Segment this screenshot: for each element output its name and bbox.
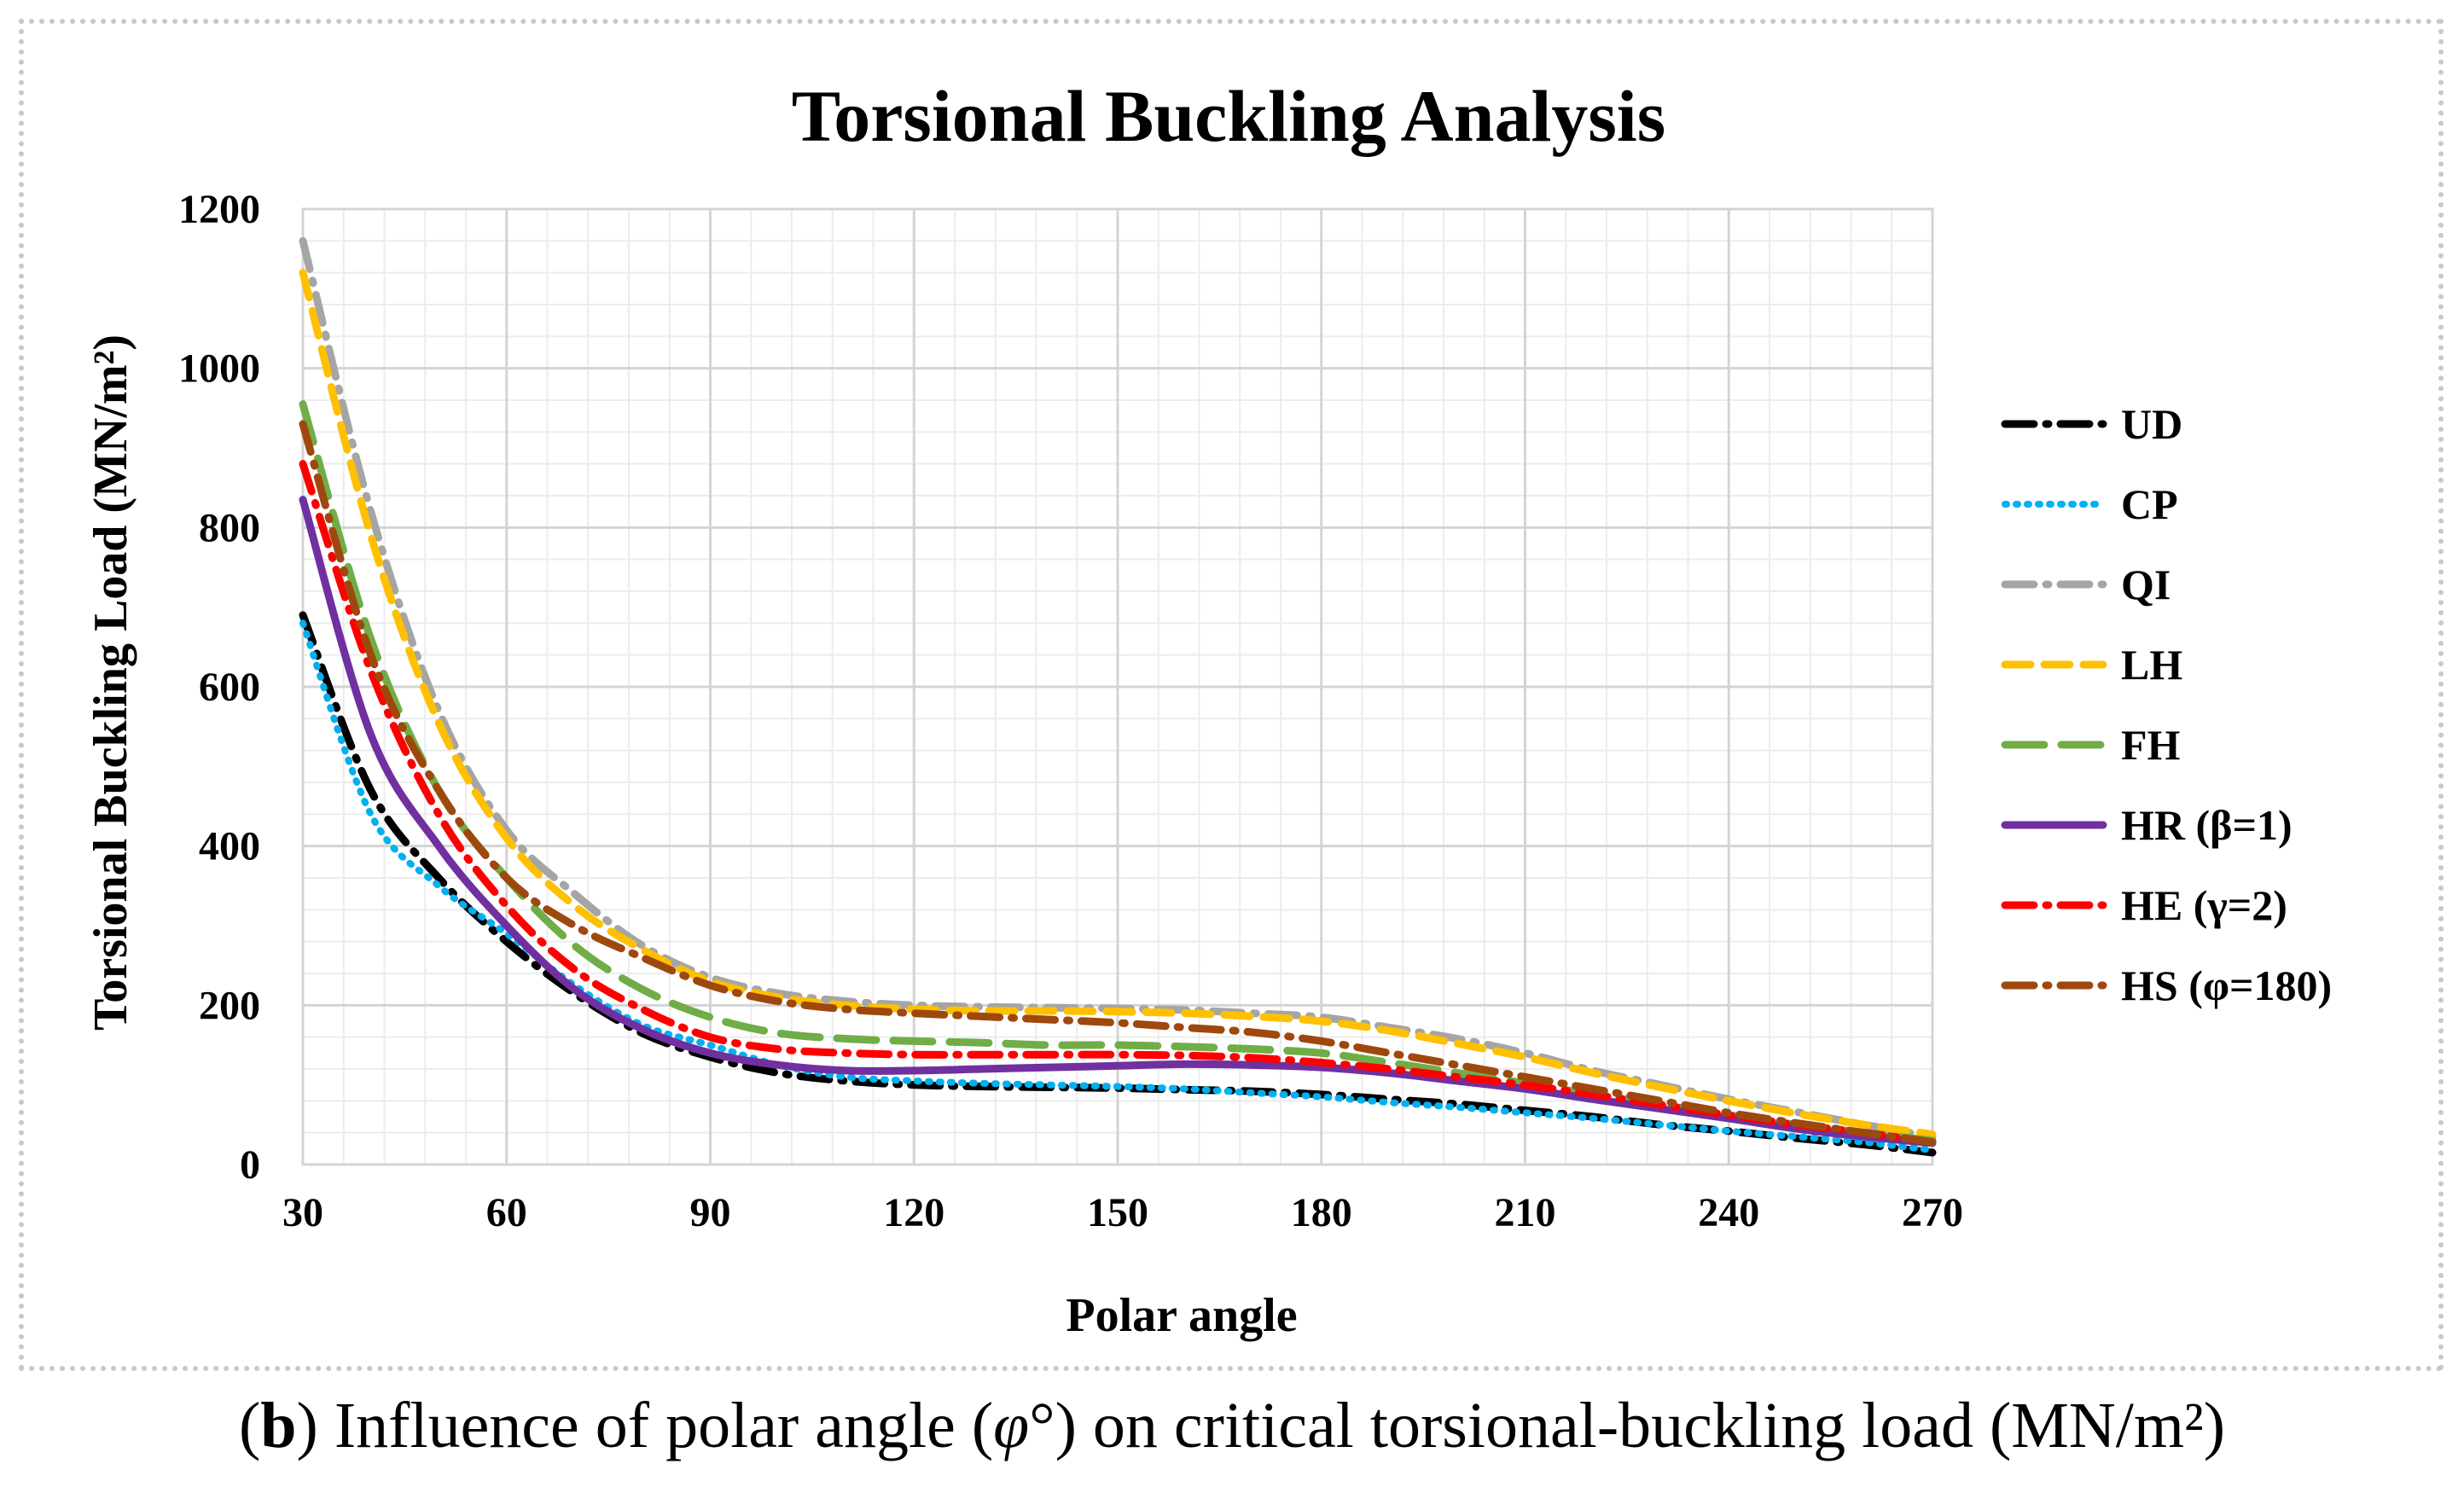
x-tick-label: 90: [690, 1190, 731, 1235]
y-axis-ticks: 0 200 400 600 800 1000 1200: [178, 187, 260, 1188]
x-tick-label: 180: [1291, 1190, 1352, 1235]
caption-close-paren: ): [296, 1390, 318, 1461]
legend-label-6: HR (β=1): [2121, 801, 2293, 849]
legend-label-8: HS (φ=180): [2121, 961, 2332, 1009]
series-line-8: [299, 420, 1937, 1147]
legend-label-7: HE (γ=2): [2121, 881, 2287, 929]
y-tick-label: 1200: [178, 187, 260, 232]
y-tick-label: 0: [240, 1142, 260, 1188]
legend-label-4: LH: [2121, 641, 2182, 688]
x-tick-label: 270: [1902, 1190, 1963, 1235]
x-tick-label: 60: [486, 1190, 527, 1235]
x-tick-label: 150: [1087, 1190, 1148, 1235]
caption-text-after: ) on critical torsional-buckling load (M…: [1055, 1390, 2226, 1461]
y-tick-label: 400: [199, 824, 260, 869]
caption-degree: °: [1029, 1390, 1055, 1461]
x-tick-label: 210: [1495, 1190, 1556, 1235]
figure-frame: [19, 19, 2444, 1371]
series-line-4: [299, 269, 1937, 1139]
caption-label: b: [260, 1390, 297, 1461]
y-axis-label: Torsional Buckling Load (MN/m²): [84, 334, 137, 1031]
series-lines: [299, 236, 1937, 1157]
legend-label-3: QI: [2121, 561, 2171, 608]
caption-text-before: Influence of polar angle (: [317, 1390, 994, 1461]
legend: UD CP QI LH FH HR (β=1) HE (γ=2) HS (φ=180): [2001, 400, 2332, 1009]
figure-caption: (b) Influence of polar angle (φ°) on cri…: [0, 1389, 2464, 1463]
x-axis-ticks: 30 60 90 120 150 180 210 240 270: [282, 1190, 1963, 1235]
y-tick-label: 200: [199, 983, 260, 1028]
chart-title: Torsional Buckling Analysis: [792, 75, 1665, 157]
series-line-6: [299, 496, 1937, 1147]
caption-symbol: φ: [993, 1390, 1030, 1461]
y-tick-label: 1000: [178, 346, 260, 392]
y-tick-label: 800: [199, 505, 260, 550]
x-axis-label: Polar angle: [1066, 1289, 1297, 1342]
x-tick-label: 120: [883, 1190, 944, 1235]
plot-border: [301, 207, 1934, 1166]
x-tick-label: 240: [1698, 1190, 1759, 1235]
x-tick-label: 30: [282, 1190, 323, 1235]
y-tick-label: 600: [199, 665, 260, 710]
legend-label-1: UD: [2121, 400, 2182, 448]
series-line-7: [299, 460, 1937, 1147]
chart: Torsional Buckling Analysis 0 200 400 600 80…: [84, 75, 2332, 1342]
caption-open-paren: (: [238, 1390, 261, 1461]
legend-label-2: CP: [2121, 480, 2178, 528]
legend-label-5: FH: [2121, 721, 2181, 769]
